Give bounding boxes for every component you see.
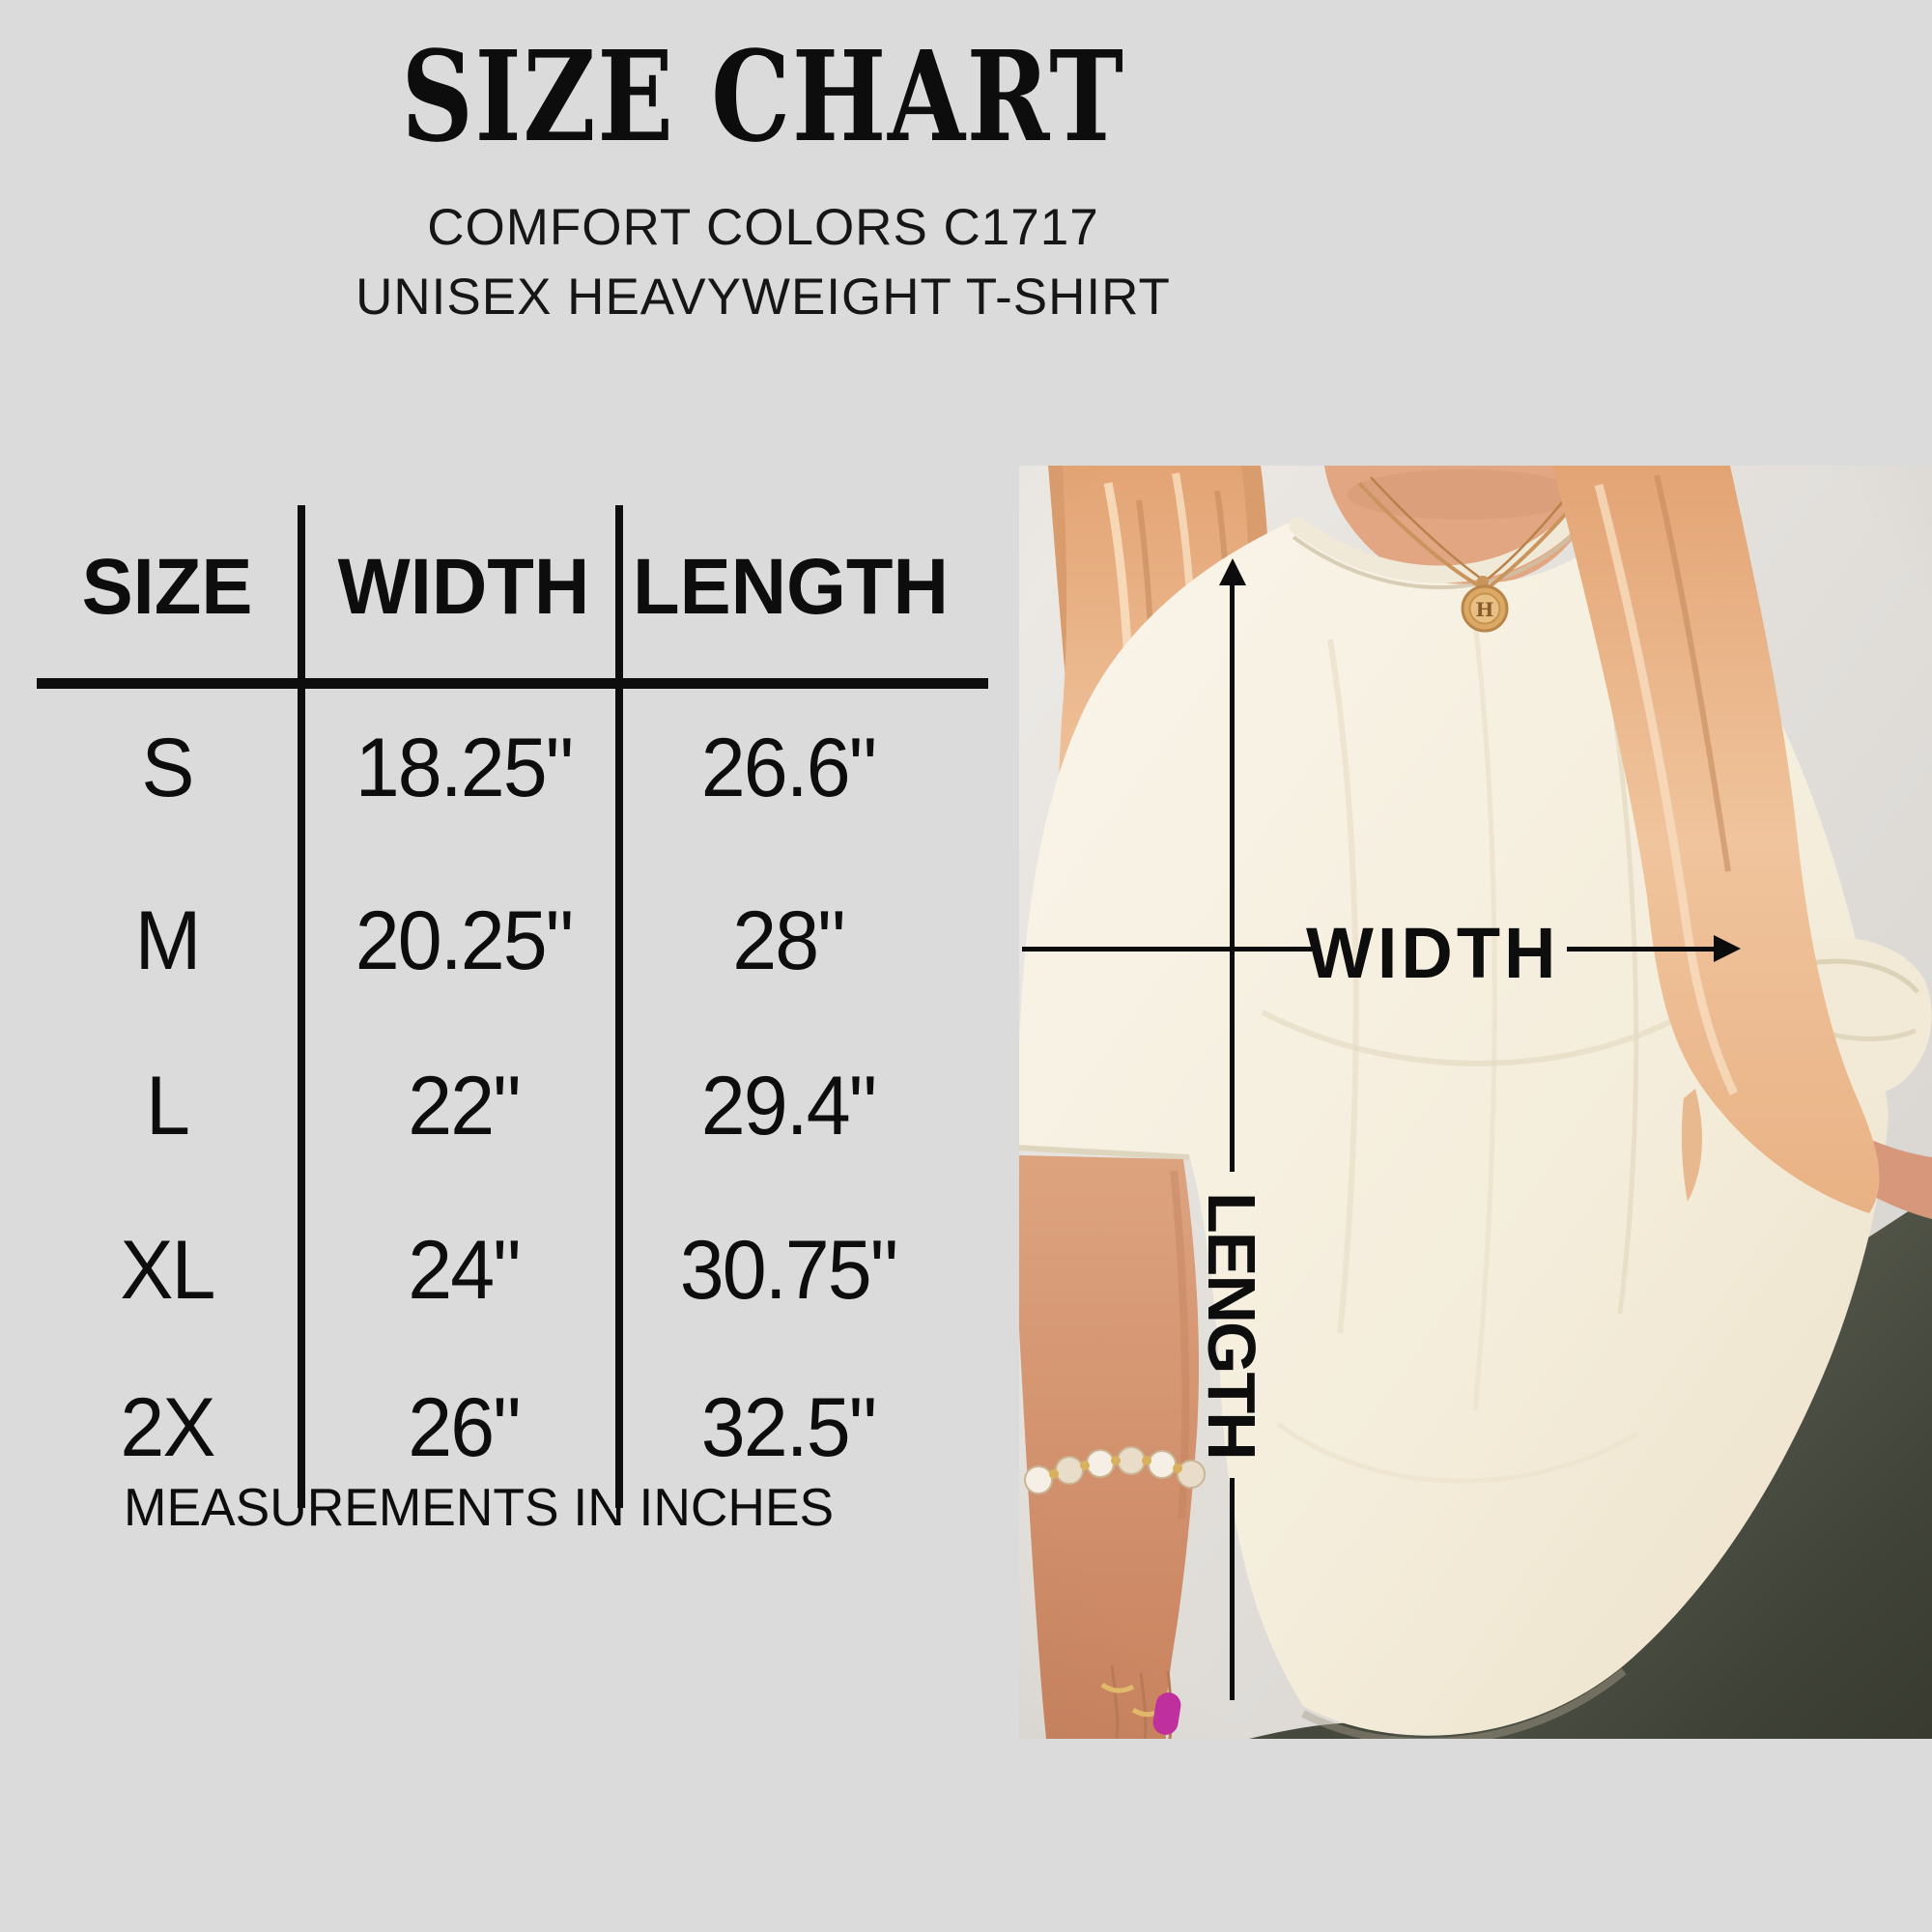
width-line-left [1022, 947, 1312, 952]
table-cell-length: 26.6" [700, 722, 877, 814]
table-divider-horizontal [37, 678, 988, 689]
measurements-note: MEASUREMENTS IN INCHES [124, 1477, 835, 1537]
table-cell-width: 26" [408, 1381, 521, 1474]
subtitle-line-2: UNISEX HEAVYWEIGHT T-SHIRT [355, 268, 1171, 326]
table-cell-length: 32.5" [700, 1381, 877, 1474]
length-line-top [1230, 583, 1235, 1172]
width-arrowhead-right-icon [1714, 935, 1741, 962]
table-cell-width: 20.25" [355, 895, 574, 987]
width-line-right [1567, 947, 1718, 952]
photo-vignette [1019, 466, 1932, 1739]
table-cell-size: L [145, 1060, 190, 1152]
table-cell-length: 30.75" [679, 1224, 898, 1317]
table-divider-vertical-2 [615, 505, 623, 1508]
table-cell-width: 22" [408, 1060, 521, 1152]
table-cell-size: S [141, 722, 194, 814]
subtitle-line-1: COMFORT COLORS C1717 [427, 198, 1099, 256]
model-photo-illustration: H [1019, 466, 1932, 1739]
table-cell-width: 24" [408, 1224, 521, 1317]
model-photo: H [1019, 466, 1932, 1739]
page-title: SIZE CHART [401, 24, 1125, 170]
subtitle: COMFORT COLORS C1717 UNISEX HEAVYWEIGHT … [0, 193, 1526, 332]
table-cell-length: 28" [732, 895, 845, 987]
column-header-width: WIDTH [337, 543, 590, 631]
length-line-bottom [1230, 1478, 1235, 1700]
table-cell-size: XL [120, 1224, 215, 1317]
column-header-length: LENGTH [632, 543, 949, 631]
table-cell-length: 29.4" [700, 1060, 877, 1152]
length-label: LENGTH [1194, 1192, 1269, 1459]
table-cell-width: 18.25" [355, 722, 574, 814]
header-block: SIZE CHART COMFORT COLORS C1717 UNISEX H… [0, 29, 1526, 332]
table-divider-vertical-1 [298, 505, 305, 1508]
table-cell-size: M [134, 895, 202, 987]
table-cell-size: 2X [120, 1381, 215, 1474]
length-arrowhead-up-icon [1219, 558, 1246, 585]
width-label: WIDTH [1306, 913, 1560, 993]
column-header-size: SIZE [81, 543, 253, 631]
